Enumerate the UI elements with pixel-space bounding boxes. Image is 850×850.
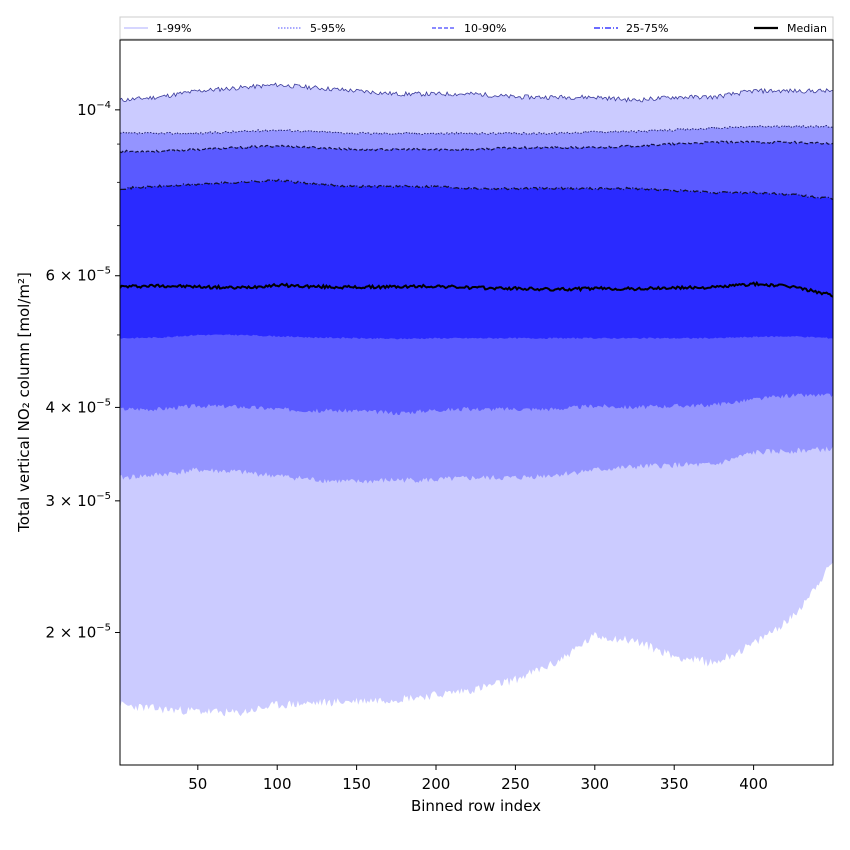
y-tick-label: 6 × 10−5 (46, 266, 112, 285)
line-95th (120, 124, 833, 136)
line-90th (120, 140, 833, 154)
x-tick-label: 350 (660, 775, 689, 793)
percentile-bands (120, 83, 833, 717)
legend-label: 1-99% (156, 22, 191, 35)
legend-label: 10-90% (464, 22, 506, 35)
x-tick-label: 200 (422, 775, 451, 793)
y-tick-label: 3 × 10−5 (46, 491, 112, 510)
line-99th (120, 82, 833, 103)
x-tick-label: 250 (501, 775, 530, 793)
x-tick-label: 50 (188, 775, 207, 793)
legend-label: 25-75% (626, 22, 668, 35)
legend-label: 5-95% (310, 22, 345, 35)
x-tick-label: 100 (263, 775, 292, 793)
legend-box (119, 16, 834, 40)
x-axis-label: Binned row index (411, 797, 541, 815)
band-25-75 (120, 179, 833, 340)
line-75th (120, 178, 833, 201)
y-tick-label: 4 × 10−5 (46, 397, 112, 416)
x-tick-label: 300 (580, 775, 609, 793)
legend-label: Median (787, 22, 827, 35)
axes: 50 100 150 200 250 300 350 400 2 × 10−5 3 × 10−5 4… (46, 39, 834, 793)
plot-frame (119, 39, 834, 766)
y-tick-label: 2 × 10−5 (46, 623, 112, 642)
x-tick-label: 400 (739, 775, 768, 793)
median-line (120, 280, 833, 298)
percentile-lines (120, 82, 833, 298)
legend: 1-99% 5-95% 10-90% 25-75% Median (119, 16, 834, 40)
y-tick-label: 10−4 (77, 100, 111, 119)
y-axis-label: Total vertical NO₂ column [mol/m²] (15, 272, 33, 533)
x-tick-label: 150 (342, 775, 371, 793)
